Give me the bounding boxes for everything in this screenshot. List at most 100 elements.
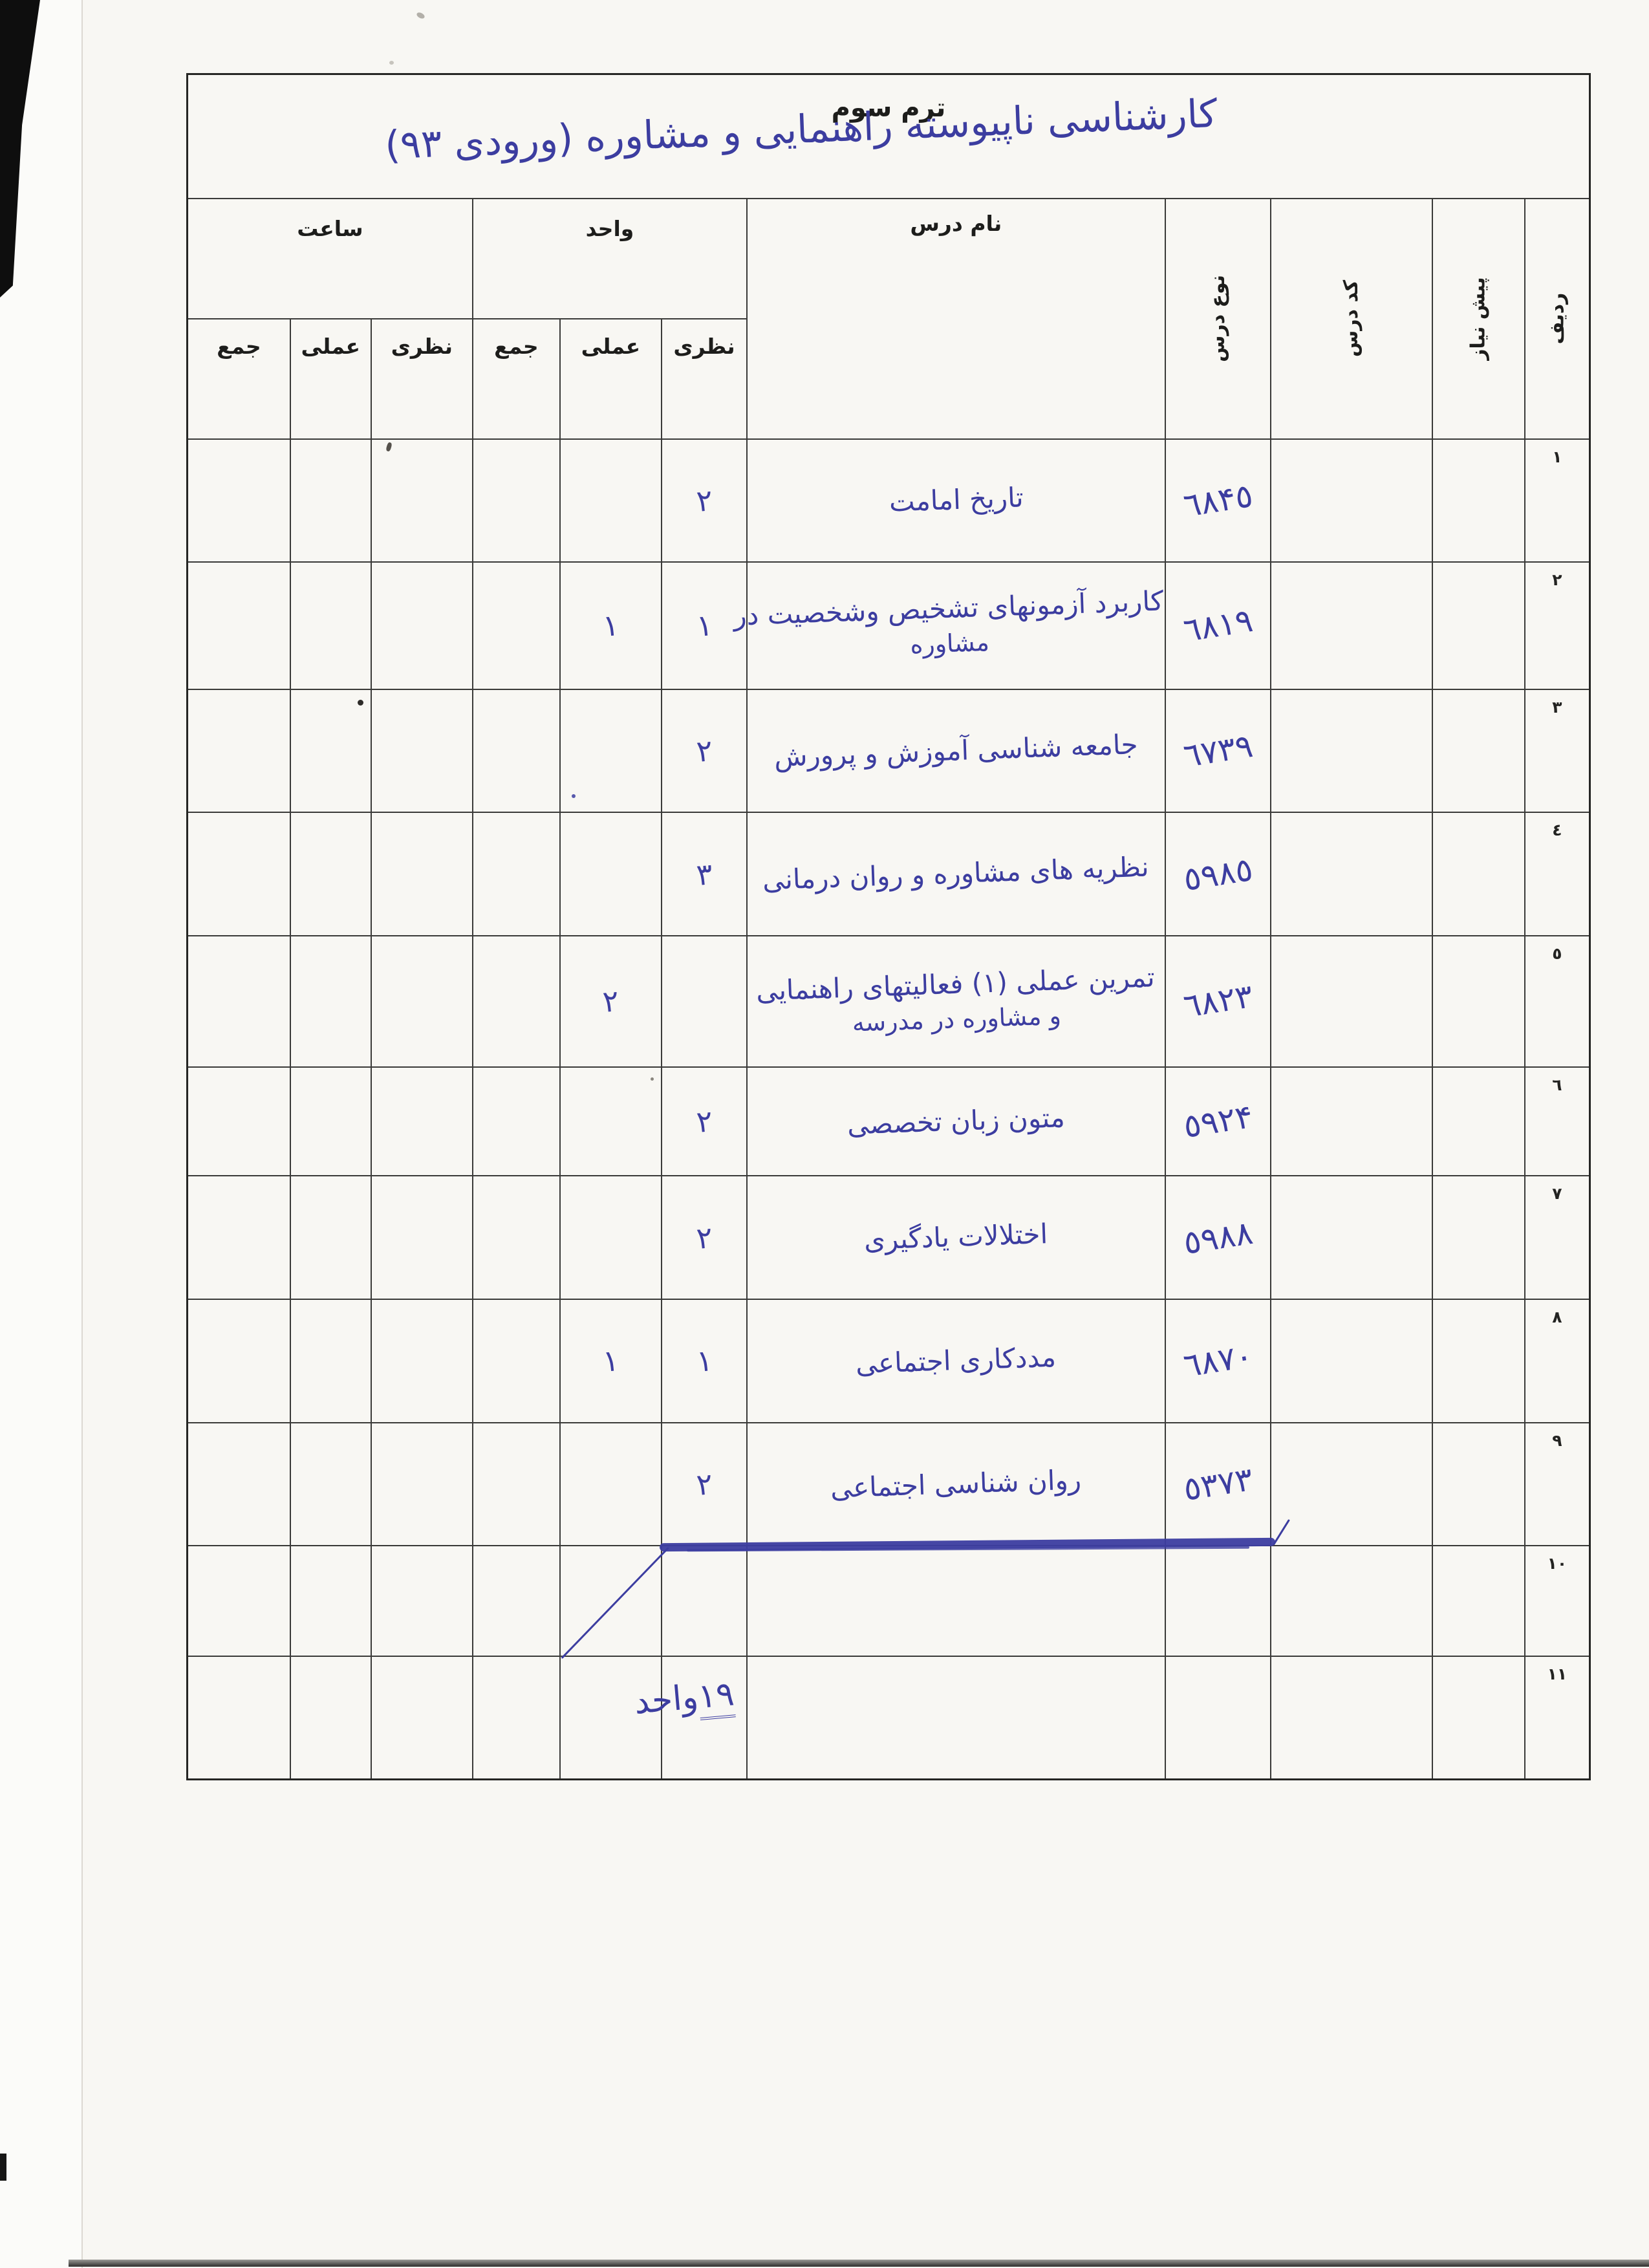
cell-saat-amali — [289, 1655, 372, 1780]
cell-kod-dars — [1269, 688, 1433, 814]
cell-saat-nazari — [370, 1545, 473, 1657]
cell-kod-dars — [1269, 1421, 1433, 1547]
scan-page-left-strip — [0, 0, 81, 2268]
cell-saat-nazari — [370, 438, 473, 563]
cell-vahed-jam — [471, 561, 561, 690]
cell-vahed-jam — [471, 1066, 561, 1177]
cell-course-name — [746, 1655, 1166, 1780]
cell-vahed-amali — [559, 1655, 663, 1780]
cell-kod-dars — [1269, 812, 1433, 937]
cell-radif: ٦ — [1524, 1066, 1591, 1177]
cell-saat-nazari — [370, 1066, 473, 1177]
cell-pish-niaz — [1431, 812, 1525, 937]
header-vahed-jam-label: جمع — [494, 333, 539, 359]
cell-vahed-amali — [559, 438, 663, 563]
cell-course-name: متون زبان تخصصی — [746, 1066, 1166, 1177]
header-saat-jam: جمع — [186, 318, 291, 440]
header-kod-dars-label: کد درس — [1340, 279, 1363, 358]
cell-course-code: ٥٩٢۴ — [1164, 1066, 1271, 1177]
cell-radif: ٩ — [1524, 1421, 1591, 1547]
cell-radif: ١٠ — [1524, 1545, 1591, 1657]
scan-bottom-edge-shadow — [69, 2260, 1649, 2267]
table-row: ١ ٦٨۴٥ تاریخ امامت ٢ — [186, 438, 1591, 563]
cell-vahed-amali: ١ — [559, 561, 663, 690]
cell-kod-dars — [1269, 1655, 1433, 1780]
cell-radif: ٣ — [1524, 688, 1591, 814]
cell-pish-niaz — [1431, 438, 1525, 563]
paper-speck — [415, 11, 426, 20]
cell-course-name: نظریه های مشاوره و روان درمانی — [746, 812, 1166, 937]
cell-saat-amali — [289, 1298, 372, 1423]
cell-saat-amali — [289, 1175, 372, 1300]
cell-course-name — [746, 1545, 1166, 1657]
cell-saat-jam — [186, 1655, 291, 1780]
title-box: ترم سوم — [186, 73, 1591, 199]
cell-radif: ٤ — [1524, 812, 1591, 937]
header-vahed-nazari: نظری — [661, 318, 748, 440]
cell-saat-nazari — [370, 812, 473, 937]
curriculum-table: ترم سوم ردیف پیش نیاز کد درس نوع درس نام… — [186, 73, 1591, 1780]
cell-vahed-jam — [471, 1655, 561, 1780]
table-row: ١١ — [186, 1655, 1591, 1780]
cell-vahed-jam — [471, 1298, 561, 1423]
cell-pish-niaz — [1431, 1066, 1525, 1177]
header-radif: ردیف — [1524, 197, 1591, 440]
paper-speck — [389, 61, 394, 65]
header-saat-nazari: نظری — [370, 318, 473, 440]
cell-kod-dars — [1269, 1545, 1433, 1657]
cell-radif: ٥ — [1524, 935, 1591, 1068]
header-radif-label: ردیف — [1546, 292, 1569, 345]
table-row: ٩ ٥٣٧٣ روان شناسی اجتماعی ٢ — [186, 1421, 1591, 1547]
header-vahed-group: واحد — [471, 197, 748, 319]
cell-vahed-jam — [471, 438, 561, 563]
header-vahed-nazari-label: نظری — [673, 333, 735, 359]
cell-radif: ٧ — [1524, 1175, 1591, 1300]
cell-saat-nazari — [370, 935, 473, 1068]
cell-pish-niaz — [1431, 1175, 1525, 1300]
cell-saat-jam — [186, 438, 291, 563]
cell-course-name: تمرین عملی (۱) فعالیتهای راهنمایی و مشاور… — [746, 935, 1166, 1068]
total-units-word: واحد — [632, 1678, 700, 1722]
cell-course-code — [1164, 1655, 1271, 1780]
cell-saat-amali — [289, 1421, 372, 1547]
cell-vahed-jam — [471, 812, 561, 937]
cell-saat-amali — [289, 438, 372, 563]
cell-saat-amali — [289, 688, 372, 814]
cell-saat-amali — [289, 1066, 372, 1177]
total-units-number: ١٩ — [696, 1674, 737, 1720]
cell-saat-nazari — [370, 1421, 473, 1547]
header-saat-group: ساعت — [186, 197, 473, 319]
cell-pish-niaz — [1431, 561, 1525, 690]
header-nam-dars: نام درس — [746, 197, 1166, 440]
header-saat-amali: عملی — [289, 318, 372, 440]
cell-vahed-jam — [471, 935, 561, 1068]
header-pish-niaz-label: پیش نیاز — [1467, 277, 1490, 360]
cell-course-name: روان شناسی اجتماعی — [746, 1421, 1166, 1547]
header-pish-niaz: پیش نیاز — [1431, 197, 1525, 440]
cell-kod-dars — [1269, 1298, 1433, 1423]
table-row: ٣ ٦٧٣٩ جامعه شناسی آموزش و پرورش ٢ — [186, 688, 1591, 814]
table-row: ٢ ٦٨١٩ کاربرد آزمونهای تشخیص وشخصیت در مش… — [186, 561, 1591, 690]
cell-course-code — [1164, 1545, 1271, 1657]
table-row: ٥ ٦٨٢٣ تمرین عملی (۱) فعالیتهای راهنمایی… — [186, 935, 1591, 1068]
cell-course-name: جامعه شناسی آموزش و پرورش — [746, 688, 1166, 814]
header-saat-label: ساعت — [297, 215, 363, 241]
table-row: ٧ ٥٩٨٨ اختلالات یادگیری ٢ — [186, 1175, 1591, 1300]
cell-vahed-nazari: ١ — [661, 1298, 748, 1423]
header-saat-nazari-label: نظری — [391, 333, 453, 359]
cell-course-code: ٥٣٧٣ — [1164, 1421, 1271, 1547]
cell-kod-dars — [1269, 935, 1433, 1068]
cell-pish-niaz — [1431, 1545, 1525, 1657]
cell-radif: ١١ — [1524, 1655, 1591, 1780]
cell-pish-niaz — [1431, 1421, 1525, 1547]
cell-vahed-amali: ٢ — [559, 935, 663, 1068]
cell-course-name: مددکاری اجتماعی — [746, 1298, 1166, 1423]
cell-vahed-nazari: ٢ — [661, 438, 748, 563]
cell-vahed-nazari: ٢ — [661, 1175, 748, 1300]
semester-title: ترم سوم — [831, 93, 946, 123]
cell-kod-dars — [1269, 438, 1433, 563]
cell-course-name: تاریخ امامت — [746, 438, 1166, 563]
header-saat-jam-label: جمع — [217, 333, 261, 359]
cell-saat-jam — [186, 935, 291, 1068]
cell-vahed-amali — [559, 1066, 663, 1177]
